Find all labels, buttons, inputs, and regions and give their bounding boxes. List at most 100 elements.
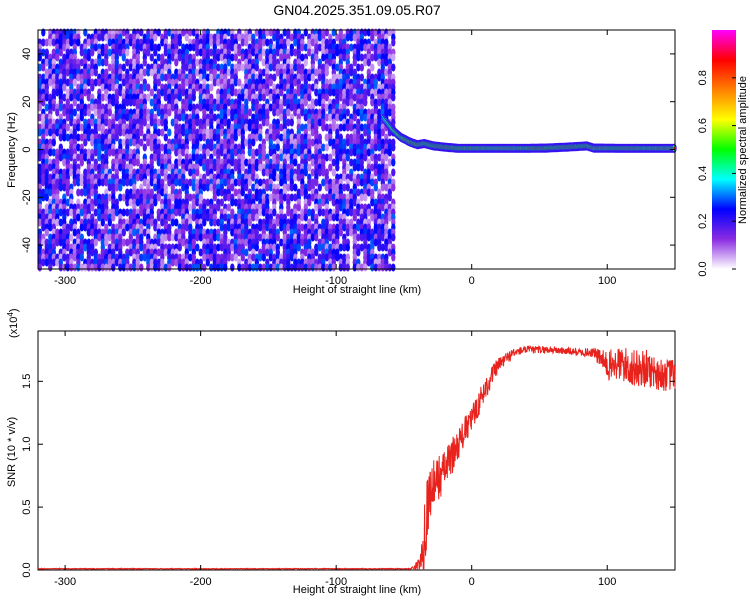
heatmap-cell [114, 258, 119, 267]
heatmap-cell [79, 223, 84, 232]
heatmap-cell [153, 183, 158, 192]
snr-scale-label: (x104) [6, 308, 21, 338]
heatmap-cell [198, 233, 203, 242]
heatmap-cell [86, 228, 91, 237]
heatmap-cell [254, 163, 259, 172]
heatmap-cell [307, 198, 312, 207]
heatmap-cell [97, 233, 102, 242]
heatmap-cell [139, 243, 144, 252]
heatmap-cell [216, 103, 221, 112]
heatmap-cell [247, 218, 252, 227]
heatmap-cell [216, 63, 221, 72]
heatmap-cell [387, 148, 392, 157]
snr-y-ticks: 0.00.51.01.5 [21, 374, 675, 578]
heatmap-cell [293, 183, 298, 192]
heatmap-cell [177, 73, 182, 82]
heatmap-cell [230, 263, 235, 272]
heatmap-cell [205, 73, 210, 82]
heatmap-cell [265, 168, 270, 177]
heatmap-cell [72, 228, 77, 237]
heatmap-cell [391, 158, 396, 167]
heatmap-cell [324, 93, 329, 102]
heatmap-cell [209, 218, 214, 227]
heatmap-cell [48, 163, 53, 172]
heatmap-cell [118, 128, 123, 137]
heatmap-cell [191, 93, 196, 102]
heatmap-cell [195, 198, 200, 207]
heatmap-cell [167, 128, 172, 137]
heatmap-cell [314, 233, 319, 242]
heatmap-cell [251, 213, 256, 222]
heatmap-cell [149, 118, 154, 127]
heatmap-cell [268, 103, 273, 112]
heatmap-cell [296, 243, 301, 252]
heatmap-cell [139, 263, 144, 272]
heatmap-cell [391, 53, 396, 62]
heatmap-cell [167, 213, 172, 222]
heatmap-cell [391, 183, 396, 192]
heatmap-cell [121, 178, 126, 187]
heatmap-cell [191, 213, 196, 222]
heatmap-cell [223, 213, 228, 222]
heatmap-cell [191, 43, 196, 52]
heatmap-cell [69, 168, 74, 177]
y-tick-label: -40 [21, 237, 33, 253]
heatmap-cell [258, 208, 263, 217]
heatmap-cell [135, 198, 140, 207]
heatmap-cell [188, 43, 193, 52]
heatmap-cell [72, 178, 77, 187]
heatmap-cell [209, 73, 214, 82]
heatmap-cell [142, 68, 147, 77]
heatmap-cell [240, 188, 245, 197]
heatmap-cell [237, 128, 242, 137]
heatmap-cell [303, 213, 308, 222]
heatmap-cell [279, 153, 284, 162]
heatmap-cell [58, 208, 63, 217]
heatmap-cell [191, 183, 196, 192]
heatmap-cell [97, 213, 102, 222]
heatmap-cell [254, 193, 259, 202]
heatmap-cell [363, 263, 368, 272]
heatmap-cell [226, 253, 231, 262]
heatmap-cell [55, 88, 60, 97]
heatmap-cell [48, 38, 53, 47]
heatmap-cell [83, 88, 88, 97]
heatmap-cell [128, 178, 133, 187]
y-tick-label: 40 [21, 48, 33, 60]
heatmap-cell [93, 68, 98, 77]
heatmap-cell [195, 168, 200, 177]
heatmap-cell [48, 223, 53, 232]
heatmap-cell [48, 263, 53, 272]
heatmap-cell [93, 148, 98, 157]
heatmap-cell [261, 48, 266, 57]
heatmap-cell [69, 93, 74, 102]
heatmap-cell [331, 168, 336, 177]
heatmap-cell [118, 73, 123, 82]
heatmap-cell [135, 158, 140, 167]
heatmap-cell [216, 218, 221, 227]
heatmap-cell [391, 253, 396, 262]
heatmap-cell [79, 188, 84, 197]
heatmap-cell [118, 183, 123, 192]
heatmap-cell [156, 53, 161, 62]
heatmap-cell [216, 78, 221, 87]
heatmap-cell [170, 78, 175, 87]
heatmap-cell [391, 233, 396, 242]
heatmap-cell [51, 258, 56, 267]
heatmap-cell [244, 123, 249, 132]
heatmap-cell [132, 98, 137, 107]
heatmap-cell [163, 93, 168, 102]
heatmap-cell [90, 118, 95, 127]
heatmap-cell [83, 243, 88, 252]
heatmap-cell [317, 183, 322, 192]
heatmap-cell [230, 158, 235, 167]
heatmap-cell [391, 263, 396, 272]
heatmap-cell [265, 223, 270, 232]
heatmap-cell [251, 173, 256, 182]
heatmap-cell [352, 113, 357, 122]
y-tick-label: 0.5 [21, 499, 33, 514]
heatmap-cell [149, 68, 154, 77]
heatmap-cell [230, 113, 235, 122]
heatmap-cell [170, 258, 175, 267]
heatmap-cell [125, 198, 130, 207]
